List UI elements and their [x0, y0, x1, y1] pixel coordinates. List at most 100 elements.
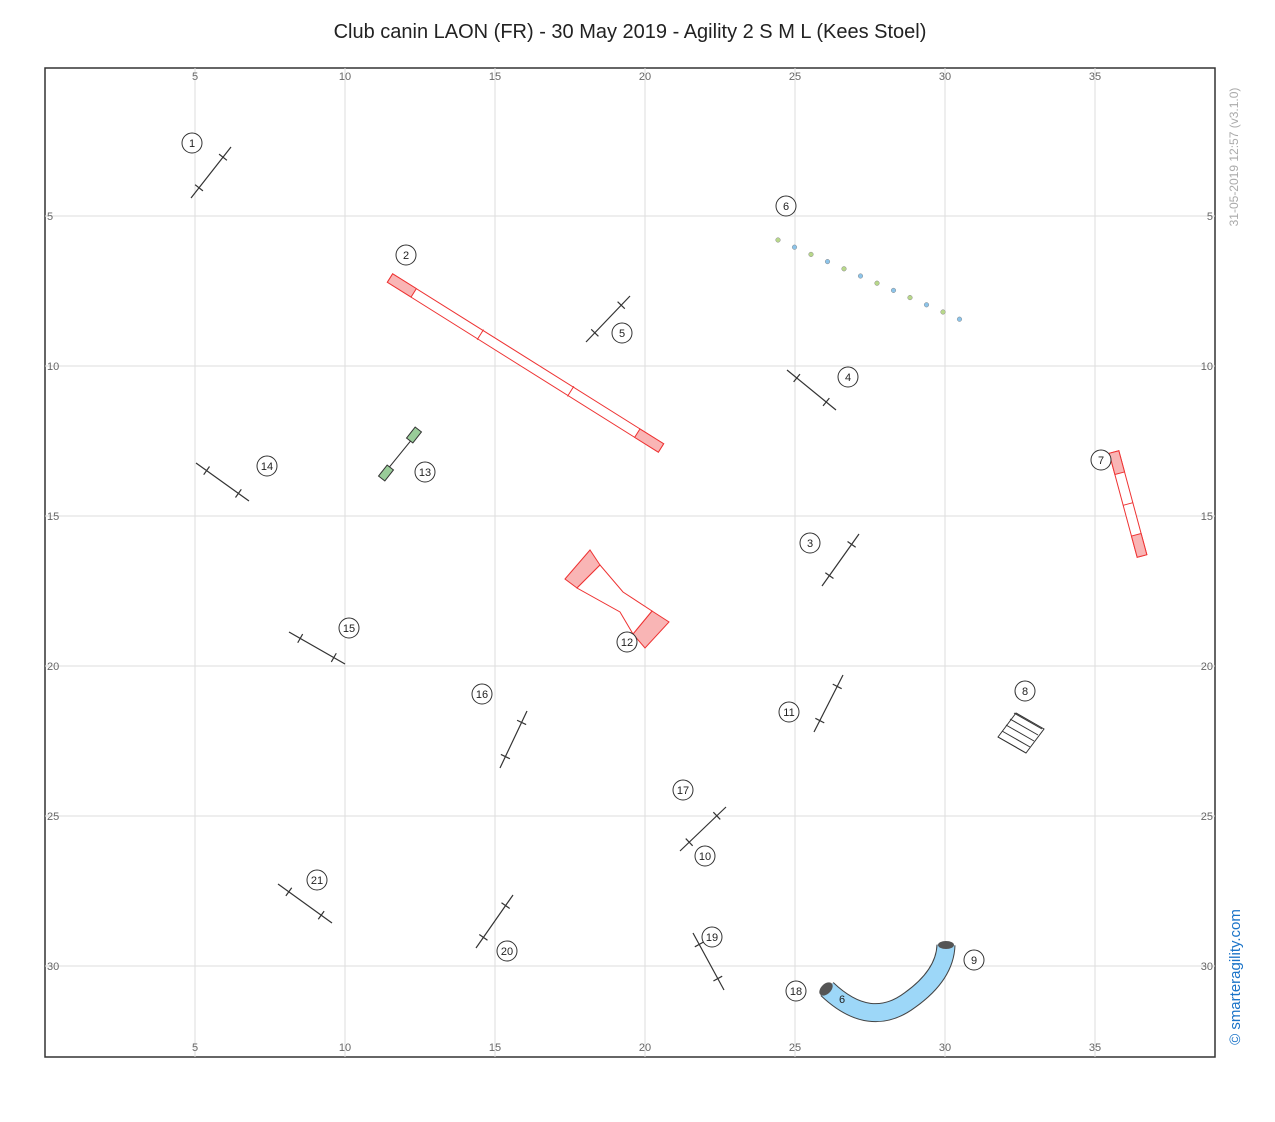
weave-pole: [940, 309, 946, 315]
x-tick-label: 25: [789, 71, 801, 83]
tunnel-label: 6: [839, 994, 845, 1006]
weave-pole: [874, 280, 880, 286]
table: [997, 712, 1045, 754]
number-badge: [306, 869, 328, 891]
jump-pole: [793, 373, 801, 383]
contact-zone: [633, 428, 665, 453]
obstacle-number: 14: [261, 461, 273, 473]
obstacle-number: 1: [189, 138, 195, 150]
y-tick-label: 10: [1201, 361, 1213, 373]
number-badge: [775, 195, 797, 217]
contact-zone: [1108, 450, 1126, 476]
weave-pole: [775, 237, 781, 243]
jump-pole: [285, 887, 293, 897]
plank-joint: [476, 329, 484, 341]
jump: [813, 674, 844, 733]
number-badge: [837, 366, 859, 388]
jump-pole: [694, 941, 704, 948]
jump-pole: [713, 975, 723, 982]
weave-pole: [923, 302, 930, 308]
jump: [692, 932, 725, 991]
jump: [475, 894, 514, 949]
obstacle-number: 6: [783, 201, 789, 213]
obstacle-number: 17: [677, 785, 689, 797]
jump-pole: [847, 541, 857, 548]
number-badge: [338, 617, 360, 639]
jump: [679, 806, 727, 852]
number-badge: [256, 455, 278, 477]
obstacle-number: 10: [699, 851, 711, 863]
number-badge: [496, 940, 518, 962]
number-badge: [672, 779, 694, 801]
timestamp: 31-05-2019 12:57 (v3.1.0): [1227, 88, 1241, 227]
weave-pole: [890, 287, 897, 293]
table-slat: [1001, 730, 1031, 748]
y-tick-label: 20: [1201, 661, 1213, 673]
jump-pole: [203, 466, 211, 476]
x-tick-label: 10: [339, 1042, 351, 1054]
jump-pole: [317, 910, 325, 920]
x-tick-label: 10: [339, 71, 351, 83]
obstacle-number: 2: [403, 250, 409, 262]
x-tick-label: 15: [489, 71, 501, 83]
obstacle-number: 9: [971, 955, 977, 967]
weave-pole: [808, 251, 814, 257]
seesaw-end: [377, 464, 395, 482]
number-badge: [799, 532, 821, 554]
obstacle-number: 18: [790, 986, 802, 998]
obstacle-number: 3: [807, 538, 813, 550]
jump-pole: [194, 184, 204, 192]
obstacle-number: 19: [706, 932, 718, 944]
plank-joint: [567, 385, 575, 397]
number-badge: [694, 845, 716, 867]
contact-obstacle: [1108, 450, 1148, 558]
jump: [821, 533, 860, 587]
jump-pole: [685, 838, 694, 847]
obstacle-number: 7: [1098, 455, 1104, 467]
number-badge: [611, 322, 633, 344]
jump-pole: [501, 902, 511, 909]
y-tick-label: 30: [47, 961, 59, 973]
table-slat: [1009, 718, 1039, 736]
jump-pole: [712, 811, 721, 820]
jump: [195, 462, 250, 502]
obstacle-number: 16: [476, 689, 488, 701]
jump: [585, 295, 631, 343]
number-badge: [701, 926, 723, 948]
y-tick-label: 5: [47, 211, 53, 223]
x-tick-label: 5: [192, 71, 198, 83]
contact-zone: [1130, 532, 1148, 558]
jump: [786, 369, 837, 411]
credit[interactable]: © smarteragility.com: [1227, 909, 1244, 1045]
jump-pole: [822, 397, 830, 407]
jump-pole: [516, 719, 527, 726]
plank: [386, 273, 665, 453]
x-tick-label: 30: [939, 1042, 951, 1054]
obstacle-number: 12: [621, 637, 633, 649]
y-tick-label: 25: [47, 811, 59, 823]
jump-pole: [617, 301, 626, 310]
x-tick-label: 35: [1089, 71, 1101, 83]
table-slat: [1005, 724, 1035, 742]
number-badge: [1014, 680, 1036, 702]
y-tick-label: 15: [1201, 511, 1213, 523]
jump-pole: [478, 934, 488, 941]
jump-pole: [824, 572, 834, 579]
number-badge: [785, 980, 807, 1002]
jump-pole: [218, 153, 228, 161]
frame: [44, 67, 1216, 1058]
tunnel-end: [819, 982, 833, 996]
number-badge: [616, 631, 638, 653]
weave-pole: [841, 266, 847, 272]
jump-pole: [234, 488, 242, 498]
obstacle-number: 5: [619, 328, 625, 340]
x-tick-label: 15: [489, 1042, 501, 1054]
jump: [190, 146, 232, 199]
weave-pole: [857, 273, 864, 279]
jump: [277, 883, 333, 924]
number-badge: [181, 132, 203, 154]
number-badge: [414, 461, 436, 483]
obstacle-number: 21: [311, 875, 323, 887]
